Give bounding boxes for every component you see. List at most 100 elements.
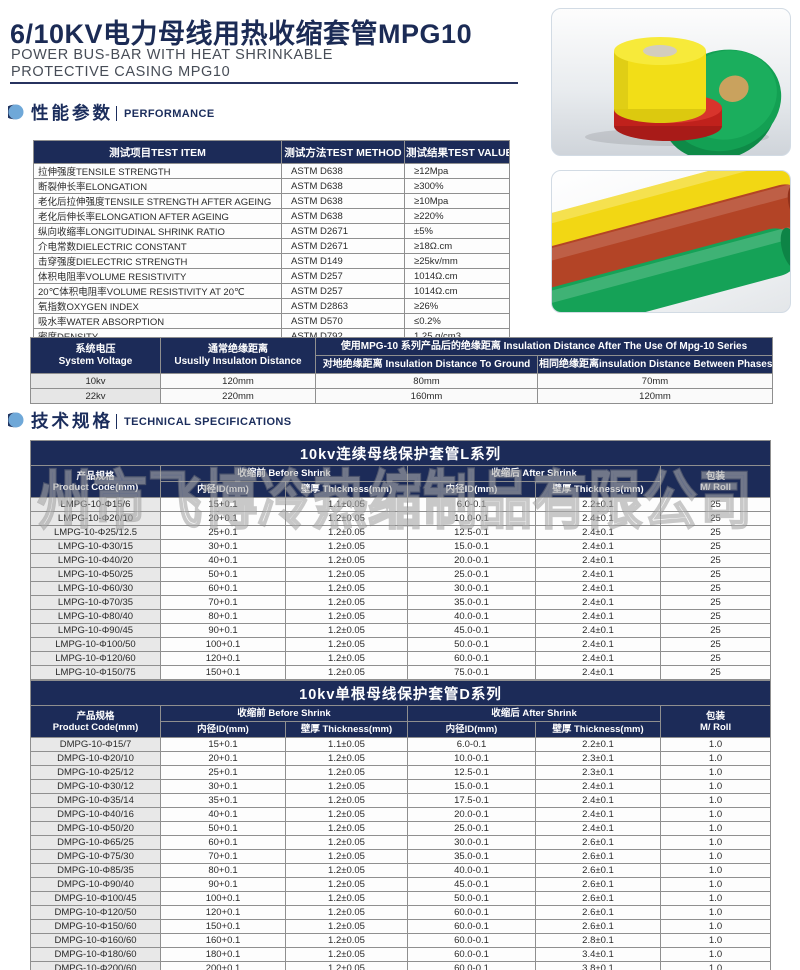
product-row: DMPG-10-Φ160/60 160+0.1 1.2±0.05 60.0-0.1 2.… [30, 933, 772, 948]
test-value-cell: ≤0.2% [404, 313, 510, 329]
product-row: LMPG-10-Φ50/25 50+0.1 1.2±0.05 25.0-0.1 2.4±… [30, 567, 772, 582]
value-cell: 2.4±0.1 [535, 539, 661, 554]
sphere-bullet-icon [8, 412, 24, 428]
performance-row: 介电常数DIELECTRIC CONSTANT ASTM D2671 ≥18Ω.cm [33, 238, 510, 254]
value-cell: 60.0-0.1 [407, 919, 536, 934]
product-row: LMPG-10-Φ80/40 80+0.1 1.2±0.05 40.0-0.1 2.4±… [30, 609, 772, 624]
product-row: LMPG-10-Φ120/60 120+0.1 1.2±0.05 60.0-0.1 2.… [30, 651, 772, 666]
value-cell: 25 [659, 497, 772, 512]
distance-cell: 220mm [160, 388, 316, 404]
header-row: 产品规格 Product Code(mm) 收缩前 Before Shrink 收缩后… [30, 465, 772, 498]
distance-cell: 120mm [160, 373, 316, 389]
product-row: DMPG-10-Φ200/60 200+0.1 1.2±0.05 60.0-0.1 3.… [30, 961, 772, 970]
value-cell: 1.2±0.05 [285, 821, 408, 836]
product-code-cell: LMPG-10-Φ15/6 [30, 497, 161, 512]
value-cell: 50+0.1 [160, 821, 286, 836]
value-cell: 2.4±0.1 [535, 567, 661, 582]
value-cell: 17.5-0.1 [407, 793, 536, 808]
value-cell: 1.2±0.05 [285, 863, 408, 878]
mpg10-distance-header: 使用MPG-10 系列产品后的绝缘距离 Insulation Distance … [315, 337, 773, 356]
product-code-cell: DMPG-10-Φ25/12 [30, 765, 161, 780]
test-value-cell: ≥25kv/mm [404, 253, 510, 269]
value-cell: 2.6±0.1 [535, 891, 661, 906]
value-cell: 2.4±0.1 [535, 609, 661, 624]
product-row: DMPG-10-Φ85/35 80+0.1 1.2±0.05 40.0-0.1 2.6±… [30, 863, 772, 878]
value-cell: 3.8±0.1 [535, 961, 661, 970]
product-code-cell: DMPG-10-Φ150/60 [30, 919, 161, 934]
section-title-en: PERFORMANCE [124, 107, 215, 120]
header-row: 测试项目TEST ITEM 测试方法TEST METHOD 测试结果TEST VAL… [33, 140, 510, 164]
performance-row: 拉伸强度TENSILE STRENGTH ASTM D638 ≥12Mpa [33, 163, 510, 179]
product-row: DMPG-10-Φ35/14 35+0.1 1.2±0.05 17.5-0.1 2.4±… [30, 793, 772, 808]
header-line: 通常绝缘距离 [208, 343, 268, 355]
value-cell: 25 [659, 581, 772, 596]
value-cell: 25 [659, 651, 772, 666]
value-cell: 2.4±0.1 [535, 651, 661, 666]
product-code-cell: DMPG-10-Φ75/30 [30, 849, 161, 864]
value-cell: 90+0.1 [160, 877, 286, 892]
value-cell: 2.4±0.1 [535, 581, 661, 596]
product-code-cell: LMPG-10-Φ150/75 [30, 665, 161, 680]
column-header: 测试项目TEST ITEM [33, 140, 282, 164]
product-code-cell: LMPG-10-Φ50/25 [30, 567, 161, 582]
value-cell: 1.2±0.05 [285, 609, 408, 624]
test-method-cell: ASTM D257 [281, 283, 405, 299]
product-code-cell: LMPG-10-Φ70/35 [30, 595, 161, 610]
value-cell: 25 [659, 525, 772, 540]
value-cell: 1.0 [659, 961, 772, 970]
header-line: 产品规格 [76, 710, 115, 722]
value-cell: 80+0.1 [160, 609, 286, 624]
value-cell: 10.0-0.1 [407, 751, 536, 766]
header-line: Product Code(mm) [52, 481, 139, 493]
value-cell: 1.0 [659, 821, 772, 836]
value-cell: 1.2±0.05 [285, 905, 408, 920]
test-method-cell: ASTM D2671 [281, 238, 405, 254]
product-row: DMPG-10-Φ100/45 100+0.1 1.2±0.05 50.0-0.1 2.… [30, 891, 772, 906]
value-cell: 1.0 [659, 933, 772, 948]
value-cell: 50.0-0.1 [407, 891, 536, 906]
value-cell: 1.0 [659, 793, 772, 808]
value-cell: 30+0.1 [160, 779, 286, 794]
voltage-cell: 22kv [30, 388, 161, 404]
value-cell: 20.0-0.1 [407, 807, 536, 822]
product-code-cell: DMPG-10-Φ65/25 [30, 835, 161, 850]
value-cell: 25 [659, 567, 772, 582]
sub-column-header: 壁厚 Thickness(mm) [535, 721, 661, 738]
value-cell: 25.0-0.1 [407, 567, 536, 582]
value-cell: 15+0.1 [160, 737, 286, 752]
value-cell: 1.0 [659, 835, 772, 850]
heading-divider [116, 413, 117, 429]
value-cell: 1.2±0.05 [285, 933, 408, 948]
value-cell: 35.0-0.1 [407, 849, 536, 864]
header-line: System Voltage [58, 355, 133, 367]
value-cell: 75.0-0.1 [407, 665, 536, 680]
test-value-cell: ±5% [404, 223, 510, 239]
value-cell: 60.0-0.1 [407, 947, 536, 962]
product-code-cell: DMPG-10-Φ30/12 [30, 779, 161, 794]
d-series-table: 10kv单根母线保护套管D系列 产品规格 Product Code(mm) 收缩前 B… [29, 680, 772, 970]
value-cell: 2.4±0.1 [535, 553, 661, 568]
value-cell: 25 [659, 609, 772, 624]
table-title: 10kv单根母线保护套管D系列 [29, 680, 772, 706]
value-cell: 2.4±0.1 [535, 637, 661, 652]
value-cell: 15.0-0.1 [407, 539, 536, 554]
value-cell: 1.0 [659, 919, 772, 934]
value-cell: 120+0.1 [160, 905, 286, 920]
value-cell: 2.4±0.1 [535, 779, 661, 794]
value-cell: 1.2±0.05 [285, 623, 408, 638]
product-row: DMPG-10-Φ30/12 30+0.1 1.2±0.05 15.0-0.1 2.4±… [30, 779, 772, 794]
value-cell: 45.0-0.1 [407, 877, 536, 892]
header-row: 产品规格 Product Code(mm) 收缩前 Before Shrink 收缩后… [30, 705, 772, 738]
packing-header: 包装 M/ Roll [659, 705, 772, 738]
insulation-distance-table: 系统电压 System Voltage 通常绝缘距离 Ususlly Insulato… [30, 337, 773, 404]
value-cell: 12.5-0.1 [407, 765, 536, 780]
product-row: DMPG-10-Φ25/12 25+0.1 1.2±0.05 12.5-0.1 2.3±… [30, 765, 772, 780]
value-cell: 25 [659, 595, 772, 610]
value-cell: 2.6±0.1 [535, 835, 661, 850]
value-cell: 2.4±0.1 [535, 821, 661, 836]
value-cell: 70+0.1 [160, 849, 286, 864]
value-cell: 35+0.1 [160, 793, 286, 808]
product-code-header: 产品规格 Product Code(mm) [30, 465, 161, 498]
value-cell: 1.2±0.05 [285, 567, 408, 582]
